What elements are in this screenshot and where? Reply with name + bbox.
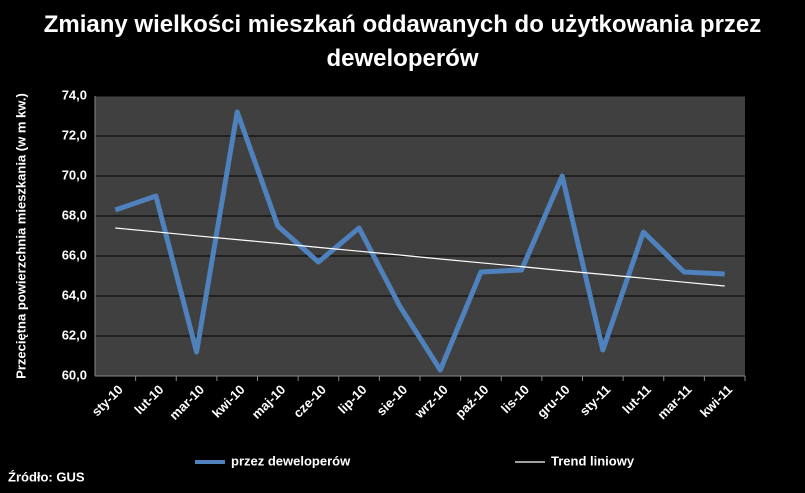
y-tick-label: 74,0 <box>62 87 87 102</box>
data-line <box>114 109 725 373</box>
legend-label: przez deweloperów <box>231 453 351 468</box>
y-tick-label: 66,0 <box>62 247 87 262</box>
x-tick-label: mar-10 <box>166 382 207 423</box>
y-tick-label: 72,0 <box>62 127 87 142</box>
y-tick-label: 62,0 <box>62 327 87 342</box>
chart-title: Zmiany wielkości mieszkań oddawanych do … <box>43 11 762 72</box>
x-tick-label: lut-10 <box>131 382 166 417</box>
y-tick-label: 64,0 <box>62 287 87 302</box>
y-tick-label: 68,0 <box>62 207 87 222</box>
x-tick-label: maj-10 <box>249 382 289 422</box>
y-tick-label: 70,0 <box>62 167 87 182</box>
x-tick-label: kwi-10 <box>209 382 248 421</box>
legend-label: Trend liniowy <box>551 453 635 468</box>
x-tick-label: sty-11 <box>577 382 614 419</box>
x-tick-label: paź-10 <box>452 382 491 421</box>
x-tick-label: lis-10 <box>498 382 532 416</box>
x-tick-label: lut-11 <box>619 382 654 417</box>
y-tick-label: 60,0 <box>62 367 87 382</box>
x-tick-label: cze-10 <box>290 382 329 421</box>
x-tick-label: kwi-11 <box>697 382 735 420</box>
x-tick-label: gru-10 <box>534 382 573 421</box>
x-tick-label: mar-11 <box>654 382 694 422</box>
source: Źródło: GUS <box>8 469 85 484</box>
x-tick-label: lip-10 <box>335 382 370 417</box>
x-tick-label: sty-10 <box>89 382 126 419</box>
x-tick-label: sie-10 <box>374 382 411 419</box>
trend-line <box>115 227 725 287</box>
y-axis-label: Przeciętna powierzchnia mieszkania (w m … <box>13 93 28 379</box>
x-tick-label: wrz-10 <box>411 382 451 422</box>
